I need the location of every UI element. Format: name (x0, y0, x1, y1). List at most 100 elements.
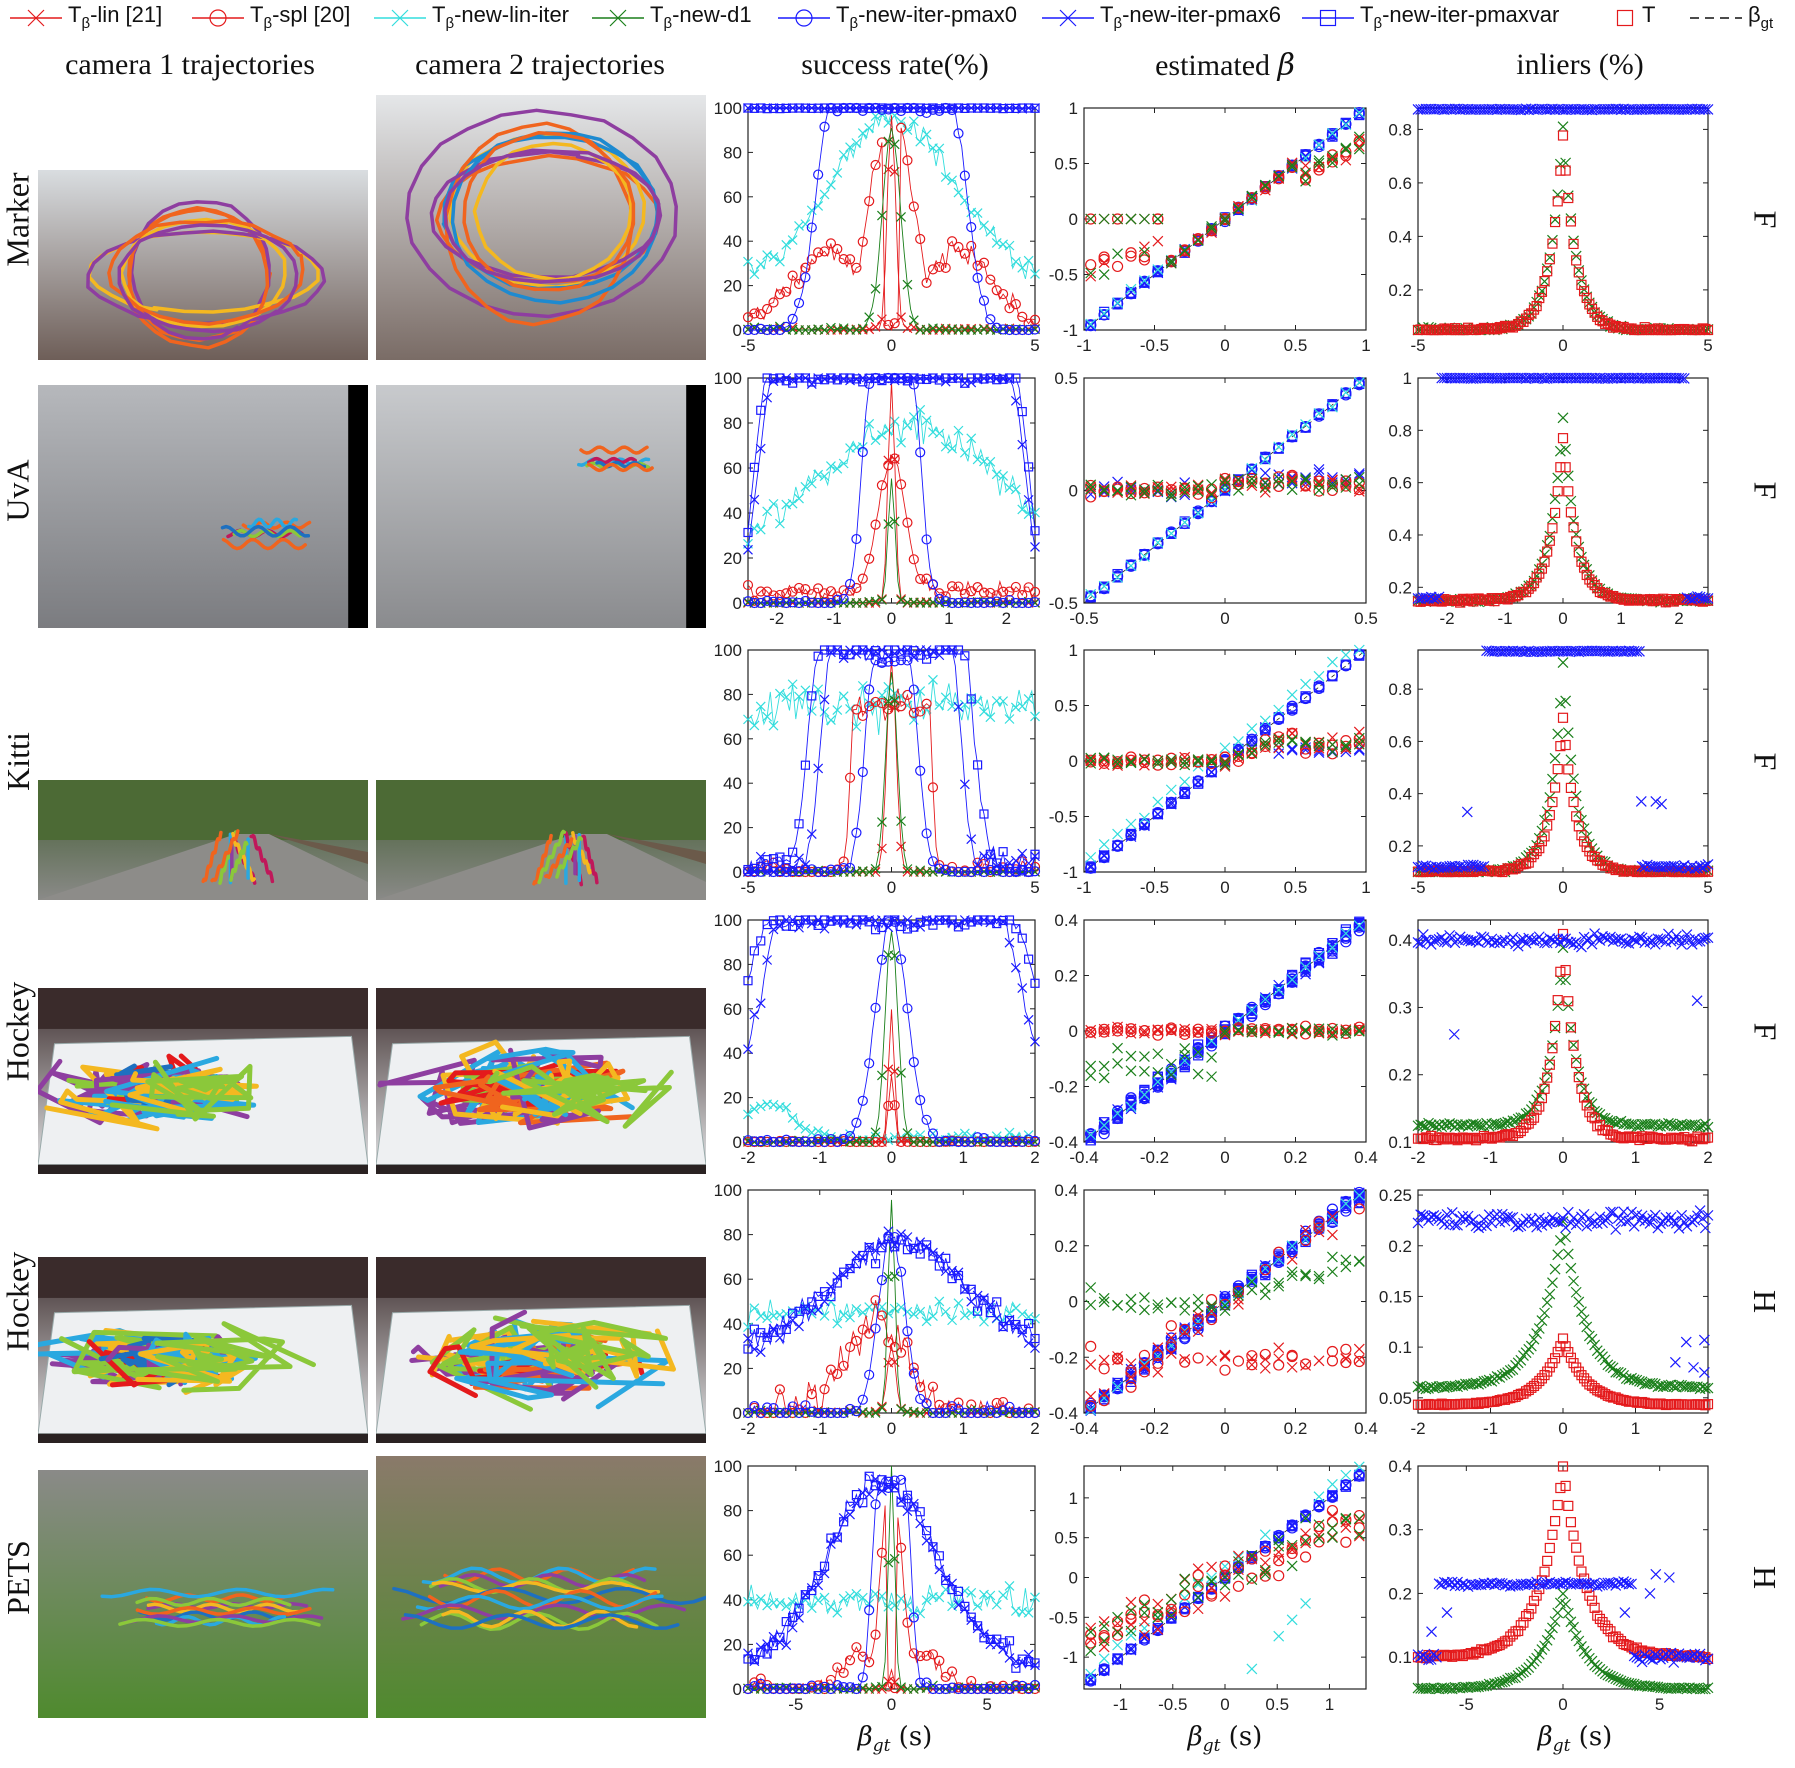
svg-text:0.8: 0.8 (1388, 680, 1412, 699)
svg-text:0.5: 0.5 (1054, 1529, 1078, 1548)
circle-marker-icon (192, 9, 244, 27)
inliers-plot: -5 0 5 0.2 0.4 0.6 0.8 (1388, 645, 1714, 897)
legend-label: Tβ-new-d1 (650, 2, 752, 32)
plot-canvas: -1 -0.5 0 0.5 1 -1 -0.5 0 0.5 1 (1049, 641, 1371, 897)
plot-canvas: -1 -0.5 0 0.5 1 -1 -0.5 0 0.5 1 (1049, 1461, 1367, 1714)
legend-label: T (1642, 2, 1656, 27)
svg-text:80: 80 (723, 1226, 742, 1245)
svg-text:0.2: 0.2 (1284, 1148, 1308, 1167)
svg-text:-1: -1 (1063, 863, 1078, 882)
svg-text:0.2: 0.2 (1388, 837, 1412, 856)
circle-marker-icon (778, 9, 830, 27)
svg-text:0.4: 0.4 (1054, 1181, 1078, 1200)
svg-text:0.5: 0.5 (1284, 336, 1308, 355)
svg-text:0: 0 (1558, 1148, 1567, 1167)
svg-text:2: 2 (1002, 609, 1011, 628)
svg-text:1: 1 (1069, 1489, 1078, 1508)
svg-text:-1: -1 (1063, 1648, 1078, 1667)
model-label-text: F (1747, 1022, 1784, 1040)
svg-text:0.4: 0.4 (1388, 931, 1412, 950)
svg-text:-2: -2 (740, 1148, 755, 1167)
trajectory-image (376, 988, 706, 1174)
trajectory-image (376, 95, 706, 360)
legend: Tβ-lin [21] Tβ-spl [20] Tβ-new-lin-iter Tβ-… (0, 0, 1795, 40)
trajectory-image (376, 1456, 706, 1718)
svg-text:0: 0 (1069, 1293, 1078, 1312)
series-t-new-lin-iter (743, 404, 1040, 549)
svg-text:20: 20 (723, 1359, 742, 1378)
svg-text:100: 100 (714, 641, 742, 660)
svg-text:0.5: 0.5 (1354, 609, 1378, 628)
estimated-beta-plot: -0.4 -0.2 0 0.2 0.4 -0.4 -0.2 0 0.2 0.4 (1049, 911, 1378, 1167)
plot-canvas: -0.4 -0.2 0 0.2 0.4 -0.4 -0.2 0 0.2 0.4 (1049, 911, 1378, 1167)
column-header-estimated-beta: estimated β (1075, 48, 1375, 88)
svg-text:-1: -1 (827, 609, 842, 628)
estimated-label: estimated (1155, 49, 1278, 82)
camera-1-image (38, 1470, 368, 1718)
beta-gt-symbol: βgt (1537, 1722, 1571, 1757)
trajectory-image (38, 780, 368, 900)
plot-canvas: -0.4 -0.2 0 0.2 0.4 -0.4 -0.2 0 0.2 0.4 (1049, 1181, 1378, 1438)
legend-item-4: Tβ-new-iter-pmax0 (776, 2, 1017, 32)
series-t-new-iter-pmax6 (1412, 372, 1714, 605)
success-rate-plot: -2 -1 0 1 2 0 20 40 60 80 100 (714, 1181, 1041, 1438)
svg-text:0.1: 0.1 (1388, 1338, 1412, 1357)
plot-canvas: -2 -1 0 1 2 0.2 0.4 0.6 0.8 1 (1388, 369, 1714, 628)
model-label: F (1745, 378, 1785, 603)
svg-text:0: 0 (1069, 752, 1078, 771)
svg-text:2: 2 (1674, 609, 1683, 628)
legend-label: βgt (1748, 2, 1774, 32)
svg-text:20: 20 (723, 1089, 742, 1108)
svg-text:0: 0 (887, 1148, 896, 1167)
svg-text:0.6: 0.6 (1388, 474, 1412, 493)
svg-text:0.4: 0.4 (1388, 227, 1412, 246)
estimated-beta-plot: -1 -0.5 0 0.5 1 -1 -0.5 0 0.5 1 (1049, 641, 1371, 897)
svg-text:1: 1 (959, 1148, 968, 1167)
column-header-inliers: inliers (%) (1516, 48, 1644, 81)
svg-text:-1: -1 (1497, 609, 1512, 628)
row-label-marker: Marker (0, 108, 36, 330)
model-label-text: H (1747, 1565, 1784, 1590)
svg-text:0: 0 (733, 1404, 742, 1423)
series-t-new-iter-pmax0 (742, 1474, 1041, 1695)
svg-text:0.4: 0.4 (1354, 1419, 1378, 1438)
svg-text:-0.5: -0.5 (1049, 1608, 1078, 1627)
column-header-camera-2: camera 2 trajectories (415, 48, 665, 81)
camera-2-image (376, 95, 706, 360)
trajectory-image (38, 988, 368, 1174)
series-t-new-d1 (1412, 942, 1714, 1133)
x-axis-label-inliers: βgt (s) (1537, 1722, 1613, 1757)
svg-text:20: 20 (723, 549, 742, 568)
svg-text:-0.5: -0.5 (1049, 808, 1078, 827)
legend-label: Tβ-new-iter-pmax0 (836, 2, 1018, 32)
trajectory-image (376, 1257, 706, 1443)
svg-text:0: 0 (887, 1419, 896, 1438)
camera-2-image (376, 385, 706, 628)
camera-1-image (38, 385, 368, 628)
legend-label: Tβ-new-lin-iter (432, 2, 570, 32)
camera-2-image (376, 780, 706, 900)
svg-text:0: 0 (1558, 609, 1567, 628)
svg-text:0: 0 (1558, 1695, 1567, 1714)
estimated-beta-plot: -1 -0.5 0 0.5 1 -1 -0.5 0 0.5 1 (1049, 99, 1371, 355)
trajectory-image (38, 385, 368, 628)
svg-text:0: 0 (733, 1133, 742, 1152)
svg-text:0.5: 0.5 (1054, 155, 1078, 174)
series-t-new-d1 (1412, 1588, 1714, 1695)
svg-text:0: 0 (887, 609, 896, 628)
row-label-text: Marker (0, 171, 36, 267)
svg-text:-2: -2 (1410, 1419, 1425, 1438)
series-t-new-iter-pmax6 (1412, 1568, 1714, 1668)
svg-text:100: 100 (714, 1457, 742, 1476)
row-label-text: PETS (0, 1540, 36, 1615)
svg-text:-5: -5 (1410, 878, 1425, 897)
svg-text:5: 5 (1030, 336, 1039, 355)
svg-text:1: 1 (959, 1419, 968, 1438)
svg-text:-0.5: -0.5 (1140, 878, 1169, 897)
svg-text:0: 0 (1220, 1148, 1229, 1167)
success-rate-plot: -2 -1 0 1 2 0 20 40 60 80 100 (714, 911, 1041, 1167)
svg-text:40: 40 (723, 774, 742, 793)
